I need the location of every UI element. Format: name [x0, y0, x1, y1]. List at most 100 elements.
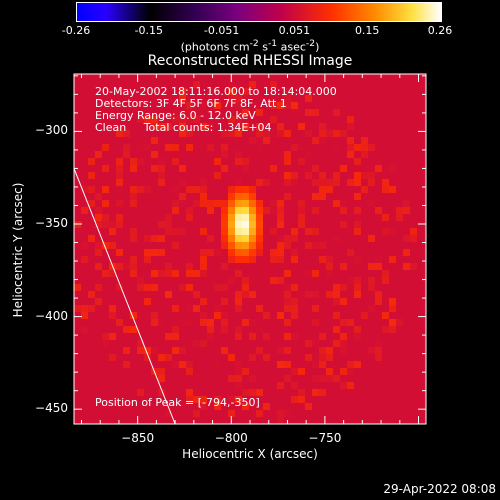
heatmap-cell [172, 242, 179, 249]
heatmap-cell [256, 137, 263, 144]
heatmap-cell [116, 109, 123, 116]
heatmap-cell [158, 298, 165, 305]
heatmap-cell [340, 158, 347, 165]
heatmap-cell [410, 298, 417, 305]
heatmap-cell [88, 319, 95, 326]
heatmap-cell [424, 312, 426, 319]
heatmap-cell [263, 172, 270, 179]
heatmap-cell [137, 256, 144, 263]
heatmap-cell [186, 179, 193, 186]
heatmap-cell [228, 116, 235, 123]
heatmap-cell [130, 137, 137, 144]
heatmap-cell [123, 200, 130, 207]
heatmap-cell [284, 361, 291, 368]
heatmap-cell [81, 172, 88, 179]
heatmap-cell [305, 298, 312, 305]
heatmap-cell [368, 214, 375, 221]
heatmap-cell [277, 382, 284, 389]
heatmap-cell [340, 410, 347, 417]
heatmap-cell [88, 130, 95, 137]
heatmap-cell [214, 207, 221, 214]
heatmap-cell [200, 340, 207, 347]
heatmap-cell [179, 88, 186, 95]
heatmap-cell [151, 333, 158, 340]
heatmap-cell [207, 116, 214, 123]
heatmap-cell [81, 368, 88, 375]
heatmap-cell [88, 389, 95, 396]
heatmap-cell [403, 109, 410, 116]
heatmap-cell [256, 277, 263, 284]
heatmap-cell [109, 193, 116, 200]
heatmap-cell [165, 389, 172, 396]
heatmap-cell [291, 165, 298, 172]
heatmap-cell [410, 95, 417, 102]
heatmap-cell [382, 179, 389, 186]
heatmap-cell [102, 347, 109, 354]
heatmap-cell [298, 361, 305, 368]
heatmap-cell [165, 382, 172, 389]
heatmap-cell [326, 277, 333, 284]
heatmap-cell [347, 88, 354, 95]
heatmap-cell [389, 256, 396, 263]
heatmap-cell [130, 403, 137, 410]
heatmap-cell [228, 242, 235, 249]
heatmap-cell [123, 172, 130, 179]
heatmap-cell [214, 361, 221, 368]
heatmap-cell [130, 396, 137, 403]
heatmap-cell [354, 298, 361, 305]
heatmap-cell [298, 305, 305, 312]
heatmap-cell [193, 312, 200, 319]
heatmap-cell [186, 144, 193, 151]
heatmap-cell [305, 193, 312, 200]
heatmap-cell [410, 221, 417, 228]
heatmap-cell [403, 144, 410, 151]
heatmap-cell [74, 242, 81, 249]
heatmap-cell [375, 417, 382, 424]
heatmap-cell [158, 221, 165, 228]
heatmap-cell [368, 165, 375, 172]
heatmap-cell [235, 270, 242, 277]
heatmap-cell [81, 375, 88, 382]
heatmap-cell [382, 95, 389, 102]
heatmap-cell [403, 95, 410, 102]
heatmap-cell [375, 263, 382, 270]
heatmap-cell [291, 249, 298, 256]
heatmap-cell [137, 319, 144, 326]
heatmap-cell [200, 333, 207, 340]
heatmap-cell [347, 207, 354, 214]
heatmap-cell [375, 333, 382, 340]
heatmap-cell [123, 389, 130, 396]
heatmap-cell [116, 389, 123, 396]
heatmap-cell [158, 396, 165, 403]
heatmap-cell [165, 137, 172, 144]
heatmap-cell [228, 305, 235, 312]
heatmap-cell [298, 109, 305, 116]
heatmap-cell [298, 228, 305, 235]
heatmap-cell [207, 235, 214, 242]
heatmap-cell [375, 207, 382, 214]
heatmap-cell [95, 340, 102, 347]
heatmap-cell [235, 284, 242, 291]
heatmap-cell [249, 193, 256, 200]
heatmap-cell [228, 95, 235, 102]
heatmap-cell [81, 361, 88, 368]
heatmap-cell [396, 186, 403, 193]
heatmap-cell [417, 200, 424, 207]
heatmap-cell [312, 354, 319, 361]
heatmap-cell [326, 263, 333, 270]
heatmap-cell [396, 235, 403, 242]
y-tick-label: −300 [35, 123, 68, 138]
info-line-2: Detectors: 3F 4F 5F 6F 7F 8F, Att 1 [95, 97, 287, 110]
heatmap-cell [326, 81, 333, 88]
heatmap-cell [151, 326, 158, 333]
heatmap-cell [102, 207, 109, 214]
heatmap-cell [256, 410, 263, 417]
heatmap-cell [158, 333, 165, 340]
heatmap-cell [291, 144, 298, 151]
heatmap-cell [165, 123, 172, 130]
heatmap-cell [333, 88, 340, 95]
heatmap-cell [109, 277, 116, 284]
info-line-1: 20-May-2002 18:11:16.000 to 18:14:04.000 [95, 85, 337, 98]
heatmap-cell [263, 137, 270, 144]
heatmap-cell [235, 326, 242, 333]
